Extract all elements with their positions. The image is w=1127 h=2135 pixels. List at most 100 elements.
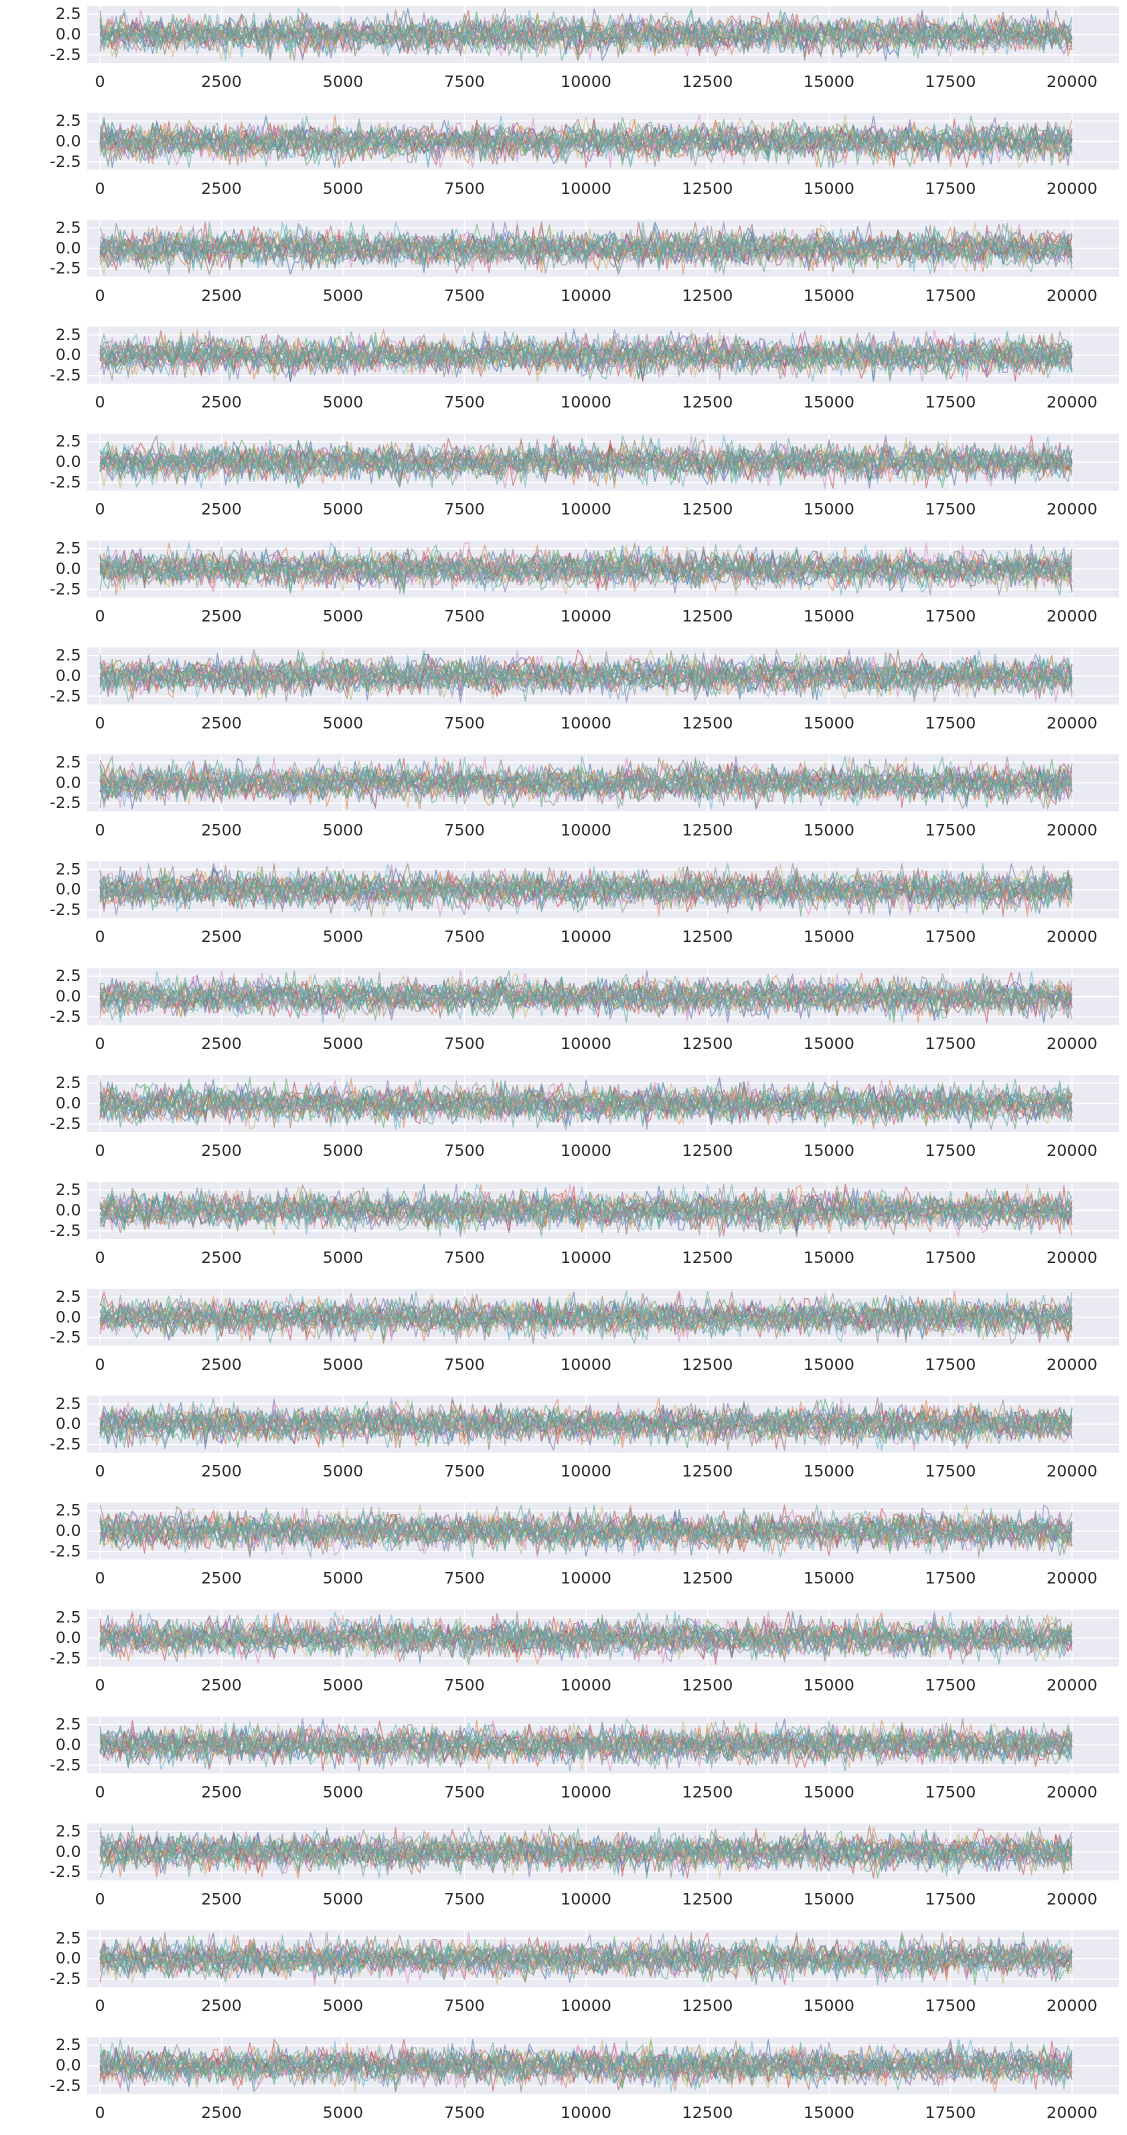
subplot-3: 2.50.0 -2.5 0 2500 5000 7500 10000 12500 15000 17… (50, 218, 1119, 305)
series-line (99, 118, 1073, 169)
series-line (99, 1506, 1073, 1555)
y-tick-label: -2.5 (50, 152, 81, 171)
series-group (99, 1611, 1073, 1665)
y-tick-label: 2.5 (56, 966, 81, 985)
x-tick-label: 2500 (201, 1034, 242, 1053)
y-tick-label: 0.0 (56, 559, 81, 578)
y-tick-label: -2.5 (50, 900, 81, 919)
y-tick-label: 0.0 (56, 880, 81, 899)
series-group (99, 7, 1073, 62)
series-group (99, 1076, 1073, 1131)
x-tick-label: 20000 (1047, 820, 1098, 839)
y-tick-label: -2.5 (50, 1541, 81, 1560)
y-tick-label: 0.0 (56, 1521, 81, 1540)
x-tick-label: 0 (95, 72, 105, 91)
x-tick-label: 0 (95, 1676, 105, 1695)
x-tick-label: 2500 (201, 2103, 242, 2122)
subplot-6: 2.50.0-2.5 0 2500 5000 7500 10000 12500 15000 17… (50, 539, 1119, 626)
x-tick-label: 0 (95, 179, 105, 198)
y-tick-label: 0.0 (56, 131, 81, 150)
x-tick-label: 15000 (804, 1248, 855, 1267)
x-tick-label: 15000 (804, 179, 855, 198)
y-tick-label: -2.5 (50, 45, 81, 64)
x-tick-label: 10000 (561, 927, 612, 946)
series-group (99, 1718, 1073, 1772)
x-tick-label: 17500 (925, 500, 976, 519)
x-tick-label: 5000 (323, 72, 364, 91)
series-line (99, 542, 1073, 589)
x-tick-label: 20000 (1047, 1889, 1098, 1908)
x-tick-label: 12500 (682, 1355, 733, 1374)
x-tick-label: 12500 (682, 2103, 733, 2122)
x-tick-label: 0 (95, 1034, 105, 1053)
x-tick-label: 15000 (804, 500, 855, 519)
x-tick-label: 17500 (925, 1569, 976, 1588)
x-tick-label: 7500 (444, 1462, 485, 1481)
series-line (99, 1720, 1073, 1772)
series-line (99, 649, 1073, 701)
series-group (99, 969, 1073, 1024)
y-tick-label: -2.5 (50, 1328, 81, 1347)
series-line (99, 1401, 1073, 1447)
y-tick-label: -2.5 (50, 793, 81, 812)
x-tick-label: 5000 (323, 179, 364, 198)
x-tick-label: 2500 (201, 1141, 242, 1160)
series-line (99, 221, 1073, 271)
x-tick-label: 20000 (1047, 179, 1098, 198)
y-tick-label: -2.5 (50, 1221, 81, 1240)
series-line (99, 1827, 1073, 1875)
x-tick-label: 2500 (201, 72, 242, 91)
x-tick-label: 10000 (561, 1355, 612, 1374)
x-tick-label: 0 (95, 1782, 105, 1801)
series-line (99, 15, 1073, 58)
series-group (99, 1397, 1073, 1451)
subplot-15: 2.50.0-2.5 0 2500 5000 7500 10000 12500 15000 17… (50, 1501, 1119, 1588)
y-tick-label: 0.0 (56, 1628, 81, 1647)
x-tick-label: 2500 (201, 713, 242, 732)
subplot-9: 2.5 0.0-2.5 0 2500 5000 7500 10000 12500 15000 17… (50, 859, 1119, 946)
y-tick-label: 2.5 (56, 1608, 81, 1627)
series-line (99, 650, 1073, 702)
x-tick-label: 5000 (323, 1782, 364, 1801)
series-line (99, 1400, 1073, 1445)
y-tick-label: 0.0 (56, 1094, 81, 1113)
x-tick-label: 17500 (925, 1676, 976, 1695)
y-tick-label: 0.0 (56, 1414, 81, 1433)
x-tick-label: 7500 (444, 820, 485, 839)
series-line (99, 1511, 1073, 1554)
x-tick-label: 12500 (682, 820, 733, 839)
x-tick-label: 15000 (804, 1355, 855, 1374)
series-line (99, 1079, 1073, 1125)
x-tick-label: 15000 (804, 1462, 855, 1481)
x-tick-label: 20000 (1047, 713, 1098, 732)
series-line (99, 2040, 1073, 2088)
x-tick-label: 10000 (561, 72, 612, 91)
series-line (99, 1718, 1073, 1772)
x-tick-label: 0 (95, 393, 105, 412)
series-line (99, 1614, 1073, 1665)
series-line (99, 1937, 1073, 1985)
x-tick-label: 12500 (682, 1569, 733, 1588)
x-tick-label: 10000 (561, 820, 612, 839)
x-tick-label: 7500 (444, 393, 485, 412)
x-tick-label: 7500 (444, 1782, 485, 1801)
series-line (99, 1188, 1073, 1238)
series-line (99, 656, 1073, 700)
x-tick-label: 7500 (444, 1996, 485, 2015)
x-tick-label: 12500 (682, 1782, 733, 1801)
x-tick-label: 5000 (323, 927, 364, 946)
series-line (99, 1291, 1073, 1340)
subplot-11: 2.5 0.0-2.5 0 2500 5000 7500 10000 12500 15000 17… (50, 1073, 1119, 1160)
series-line (99, 758, 1073, 806)
series-line (99, 437, 1073, 487)
x-tick-label: 12500 (682, 286, 733, 305)
series-line (99, 332, 1073, 380)
series-line (99, 1934, 1073, 1986)
series-line (99, 439, 1073, 486)
x-tick-label: 7500 (444, 1355, 485, 1374)
x-tick-label: 7500 (444, 713, 485, 732)
x-tick-label: 7500 (444, 500, 485, 519)
x-tick-label: 12500 (682, 1462, 733, 1481)
x-tick-label: 7500 (444, 286, 485, 305)
y-tick-label: -2.5 (50, 2076, 81, 2095)
